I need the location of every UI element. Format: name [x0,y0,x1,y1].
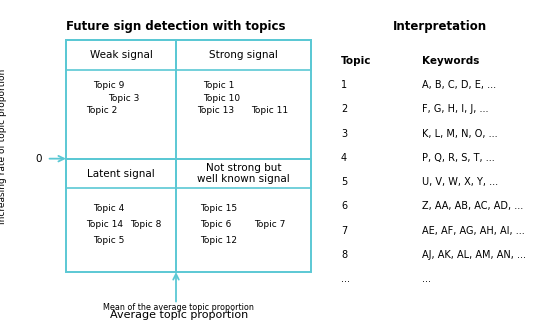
Text: 1: 1 [341,80,347,90]
Text: 4: 4 [341,153,347,163]
Text: Topic 15: Topic 15 [200,204,238,213]
Text: Increasing rate of topic proportion: Increasing rate of topic proportion [0,69,7,224]
Text: Interpretation: Interpretation [393,20,487,33]
Text: Not strong but
well known signal: Not strong but well known signal [197,163,290,184]
Bar [176,159,311,188]
Text: Weak signal: Weak signal [90,50,152,60]
Text: Latent signal: Latent signal [87,168,155,178]
Bar [66,40,176,70]
Text: Topic 14: Topic 14 [86,220,123,229]
Text: Topic 8: Topic 8 [130,220,161,229]
Text: Topic 6: Topic 6 [200,220,232,229]
Text: K, L, M, N, O, ...: K, L, M, N, O, ... [422,129,498,139]
Text: Strong signal: Strong signal [209,50,278,60]
Text: Topic 3: Topic 3 [108,94,139,103]
Text: 5: 5 [341,177,347,187]
Text: Mean of the average topic proportion: Mean of the average topic proportion [103,303,254,312]
Text: ...: ... [422,274,431,284]
Text: Topic 13: Topic 13 [197,106,235,115]
Text: Topic 12: Topic 12 [200,236,237,245]
Text: U, V, W, X, Y, ...: U, V, W, X, Y, ... [422,177,498,187]
Bar [176,40,311,70]
Text: Topic 11: Topic 11 [251,106,289,115]
Text: AJ, AK, AL, AM, AN, ...: AJ, AK, AL, AM, AN, ... [422,250,526,260]
Text: 7: 7 [341,226,347,236]
Text: Z, AA, AB, AC, AD, ...: Z, AA, AB, AC, AD, ... [422,202,524,211]
Text: 3: 3 [341,129,347,139]
Text: Topic 10: Topic 10 [203,94,240,103]
Bar [66,159,176,188]
Text: Topic 2: Topic 2 [86,106,117,115]
Text: Topic: Topic [341,56,371,66]
Text: F, G, H, I, J, ...: F, G, H, I, J, ... [422,104,489,114]
Text: 6: 6 [341,202,347,211]
Text: A, B, C, D, E, ...: A, B, C, D, E, ... [422,80,497,90]
Text: 0: 0 [35,154,42,164]
Text: Topic 1: Topic 1 [203,81,234,90]
Text: Average topic proportion: Average topic proportion [109,310,248,320]
Text: P, Q, R, S, T, ...: P, Q, R, S, T, ... [422,153,495,163]
Text: Future sign detection with topics: Future sign detection with topics [66,20,286,33]
Text: Topic 5: Topic 5 [94,236,125,245]
Text: AE, AF, AG, AH, AI, ...: AE, AF, AG, AH, AI, ... [422,226,525,236]
Bar [66,40,311,272]
Text: Topic 4: Topic 4 [94,204,125,213]
Text: Keywords: Keywords [422,56,480,66]
Text: ...: ... [341,274,350,284]
Text: Topic 9: Topic 9 [94,81,125,90]
Text: 2: 2 [341,104,347,114]
Text: 8: 8 [341,250,347,260]
Text: Topic 7: Topic 7 [254,220,285,229]
